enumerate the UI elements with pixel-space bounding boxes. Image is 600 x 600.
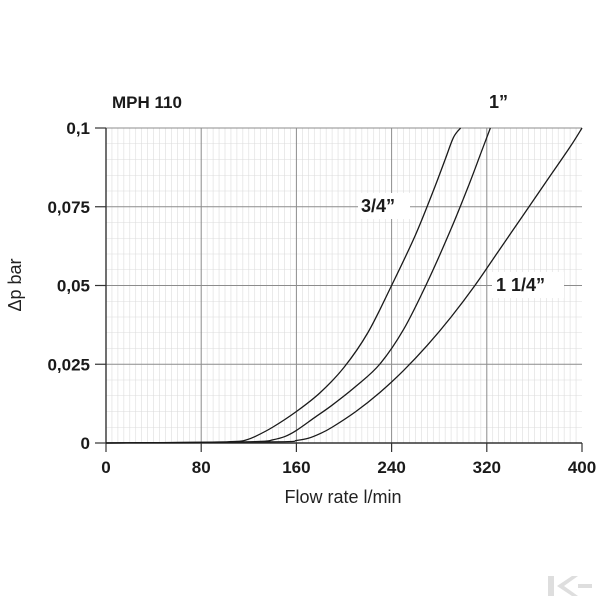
chart-title: MPH 110 bbox=[112, 93, 182, 112]
y-tick-labels: 0 0,025 0,05 0,075 0,1 bbox=[47, 119, 90, 453]
x-tick-label: 320 bbox=[473, 458, 501, 477]
logo-stripe bbox=[578, 584, 592, 588]
series-label-1-1-4: 1 1/4” bbox=[496, 275, 545, 295]
y-tick-label: 0,1 bbox=[66, 119, 90, 138]
curve-1-1-4-inch bbox=[105, 127, 583, 444]
x-axis-title: Flow rate l/min bbox=[284, 487, 401, 507]
x-tick-label: 240 bbox=[377, 458, 405, 477]
logo-bar bbox=[548, 576, 554, 596]
y-tick-label: 0,075 bbox=[47, 198, 90, 217]
y-tick-label: 0,05 bbox=[57, 277, 90, 296]
y-axis-title: Δp bar bbox=[5, 258, 25, 311]
x-tick-label: 400 bbox=[568, 458, 596, 477]
x-tick-label: 160 bbox=[282, 458, 310, 477]
y-tick-label: 0,025 bbox=[47, 355, 90, 374]
curve-3-4-inch bbox=[105, 127, 462, 444]
brand-logo bbox=[548, 576, 592, 596]
series-label-3-4: 3/4” bbox=[361, 196, 395, 216]
x-tick-labels: 0 80 160 240 320 400 bbox=[101, 458, 596, 477]
series-label-1: 1” bbox=[489, 92, 508, 112]
curve-1-inch bbox=[105, 127, 491, 444]
x-tick-label: 0 bbox=[101, 458, 110, 477]
y-tick-label: 0 bbox=[81, 434, 90, 453]
series-label-bg-1-1-4 bbox=[492, 272, 564, 298]
curves bbox=[105, 127, 583, 444]
x-tick-label: 80 bbox=[192, 458, 211, 477]
series-label-bg-3-4 bbox=[358, 193, 410, 219]
logo-arrow bbox=[557, 576, 578, 596]
